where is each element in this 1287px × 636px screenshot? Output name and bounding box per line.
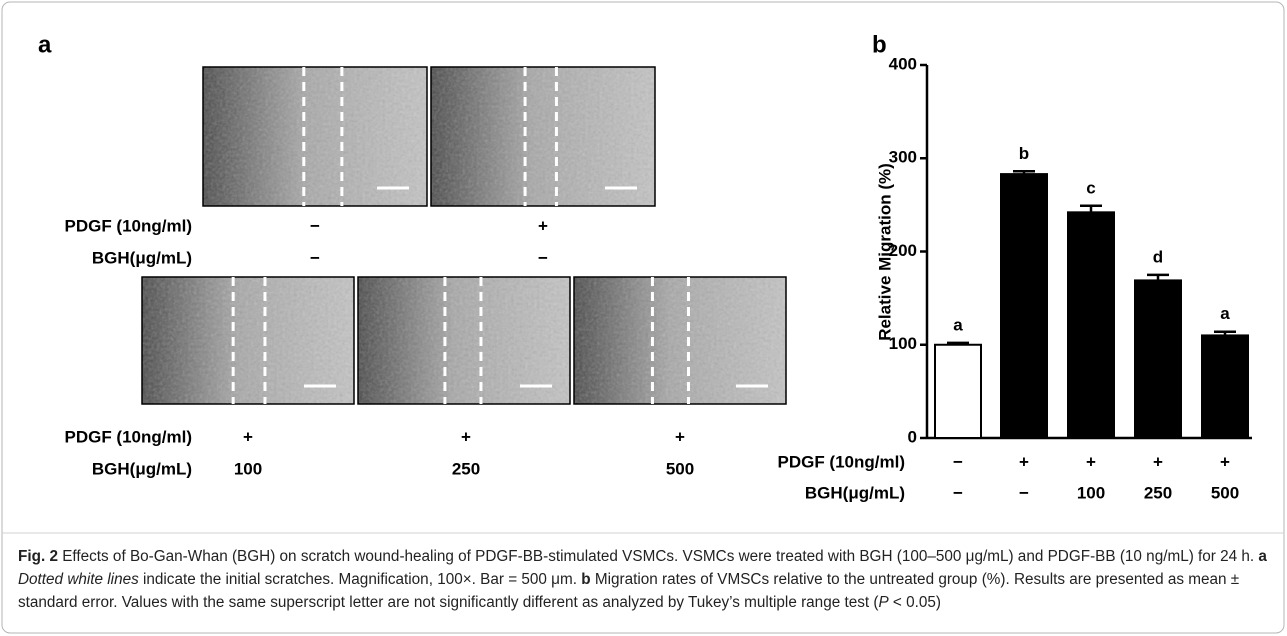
- significance-letter: d: [1153, 247, 1163, 266]
- caption-text: < 0.05): [888, 594, 941, 611]
- bar: [1201, 334, 1249, 439]
- micrograph-texture: [574, 277, 786, 404]
- condition-label: +: [243, 427, 253, 446]
- caption-text: b: [581, 571, 591, 588]
- micrograph-texture: [203, 67, 427, 206]
- condition-label: −: [310, 248, 320, 267]
- y-tick-label: 400: [889, 54, 917, 73]
- micrograph-border: [430, 66, 656, 207]
- significance-letter: a: [1220, 304, 1230, 323]
- x-tick-label: +: [1019, 452, 1029, 471]
- x-tick-label: 500: [1211, 483, 1239, 502]
- bar: [1000, 173, 1048, 439]
- y-tick-label: 100: [889, 334, 917, 353]
- x-tick-label: +: [1086, 452, 1096, 471]
- significance-letter: b: [1019, 144, 1029, 163]
- x-tick-label: −: [1019, 483, 1029, 502]
- condition-label: 100: [234, 459, 262, 478]
- micrograph-border: [357, 276, 571, 405]
- micrograph: [141, 276, 355, 405]
- caption-text: Dotted white lines: [18, 571, 139, 588]
- caption-text: Effects of Bo-Gan-Whan (BGH) on scratch …: [57, 548, 1259, 565]
- bar: [1134, 279, 1182, 439]
- error-bar: [1013, 170, 1035, 175]
- micrograph-texture: [431, 67, 655, 206]
- condition-label: −: [310, 216, 320, 235]
- significance-letter: c: [1086, 178, 1095, 197]
- y-tick-label: 0: [908, 427, 917, 446]
- error-bar: [947, 341, 969, 345]
- row-label: PDGF (10ng/ml): [64, 427, 192, 446]
- caption-text: Migration rates of VMSCs relative to the…: [18, 571, 1240, 611]
- micrograph: [573, 276, 787, 405]
- y-tick-label: 300: [889, 148, 917, 167]
- x-tick-label: +: [1220, 452, 1230, 471]
- condition-label: +: [538, 216, 548, 235]
- caption-text: P: [878, 594, 889, 611]
- row-label: PDGF (10ng/ml): [64, 216, 192, 235]
- row-label: BGH(μg/mL): [92, 459, 192, 478]
- error-bar: [1147, 273, 1169, 281]
- panel-label: a: [38, 31, 52, 58]
- micrograph: [202, 66, 428, 207]
- condition-label: −: [538, 248, 548, 267]
- micrograph: [430, 66, 656, 207]
- bar: [934, 343, 982, 439]
- x-tick-label: −: [953, 452, 963, 471]
- micrograph: [357, 276, 571, 405]
- condition-label: +: [675, 427, 685, 446]
- x-tick-label: −: [953, 483, 963, 502]
- caption-text: a: [1258, 548, 1267, 565]
- micrograph-border: [573, 276, 787, 405]
- condition-label: +: [461, 427, 471, 446]
- panel-label: b: [872, 31, 887, 58]
- micrograph-texture: [142, 277, 354, 404]
- condition-label: 250: [452, 459, 480, 478]
- caption-text: Fig. 2: [18, 548, 58, 565]
- x-row-label: PDGF (10ng/ml): [777, 452, 905, 471]
- caption: Fig. 2 Effects of Bo-Gan-Whan (BGH) on s…: [18, 545, 1274, 614]
- error-bar: [1080, 204, 1102, 213]
- x-tick-label: 100: [1077, 483, 1105, 502]
- row-label: BGH(μg/mL): [92, 248, 192, 267]
- significance-letter: a: [953, 315, 963, 334]
- micrograph-border: [202, 66, 428, 207]
- y-tick-label: 200: [889, 241, 917, 260]
- condition-label: 500: [666, 459, 694, 478]
- caption-text: indicate the initial scratches. Magnific…: [138, 571, 582, 588]
- y-axis-label: Relative Migration (%): [875, 163, 894, 341]
- bar: [1067, 211, 1115, 439]
- micrograph-texture: [358, 277, 570, 404]
- x-tick-label: +: [1153, 452, 1163, 471]
- x-row-label: BGH(μg/mL): [805, 483, 905, 502]
- micrograph-border: [141, 276, 355, 405]
- error-bar: [1214, 330, 1236, 336]
- x-tick-label: 250: [1144, 483, 1172, 502]
